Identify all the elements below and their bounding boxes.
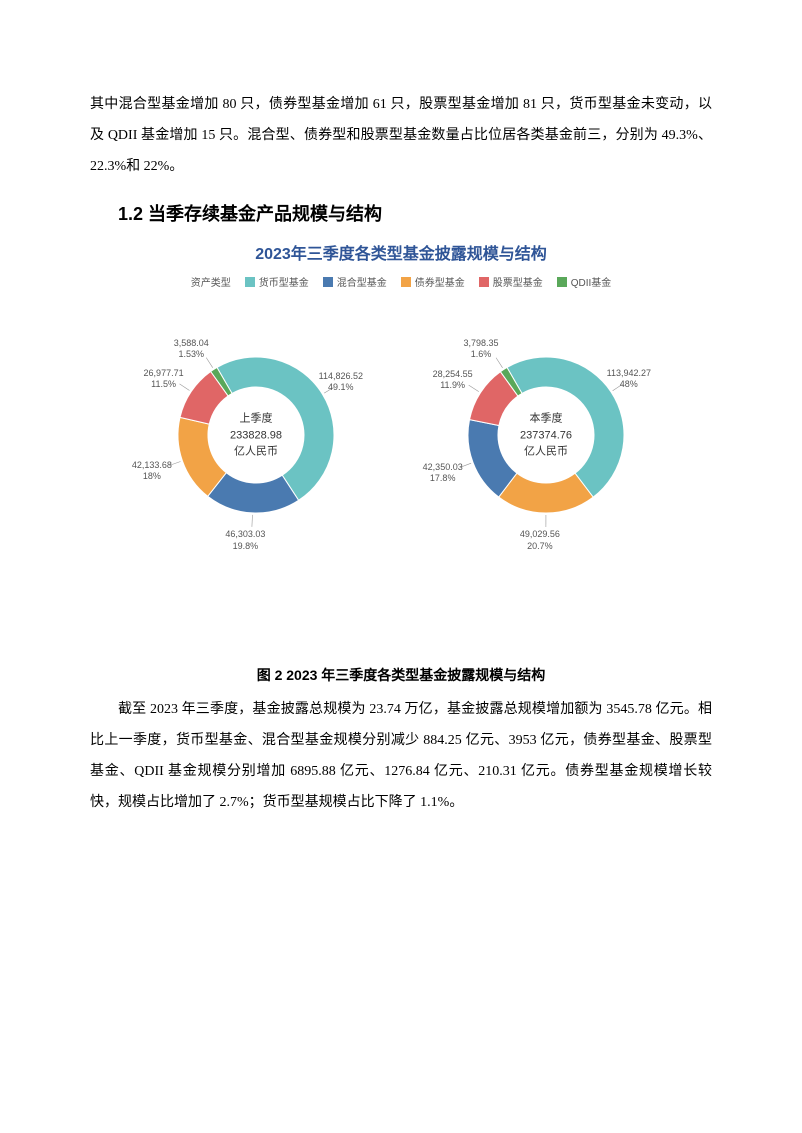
body-paragraph: 截至 2023 年三季度，基金披露总规模为 23.74 万亿，基金披露总规模增加… [90,695,712,818]
legend-item: 债券型基金 [401,274,465,289]
legend-item: 混合型基金 [323,274,387,289]
donut-chart-current-quarter: 本季度 237374.76 亿人民币 113,942.2748% 49,029.5… [416,305,676,565]
intro-paragraph: 其中混合型基金增加 80 只，债券型基金增加 61 只，股票型基金增加 81 只… [90,90,712,182]
legend-item: 股票型基金 [479,274,543,289]
page: 其中混合型基金增加 80 只，债券型基金增加 61 只，股票型基金增加 81 只… [0,0,802,819]
legend-item: 货币型基金 [245,274,309,289]
center-line: 上季度 [230,411,282,428]
donut-charts: 上季度 233828.98 亿人民币 114,826.5249.1% 46,303… [90,305,712,585]
slice-label: 114,826.5249.1% [319,371,363,394]
slice-label: 42,350.0317.8% [423,462,463,485]
chart-title: 2023年三季度各类型基金披露规模与结构 [90,240,712,264]
swatch-icon [323,277,333,287]
chart-legend: 资产类型 货币型基金 混合型基金 债券型基金 股票型基金 QDII基金 [90,274,712,289]
slice-label: 3,798.351.6% [464,338,499,361]
legend-text: 债券型基金 [415,274,465,289]
donut-chart-previous-quarter: 上季度 233828.98 亿人民币 114,826.5249.1% 46,303… [126,305,386,565]
swatch-icon [479,277,489,287]
slice-label: 28,254.5511.9% [433,369,473,392]
legend-text: 股票型基金 [493,274,543,289]
slice-label: 113,942.2748% [607,368,651,391]
legend-text: 货币型基金 [259,274,309,289]
center-line: 237374.76 [520,427,572,444]
legend-label: 资产类型 [191,274,231,289]
donut-center-label: 本季度 237374.76 亿人民币 [520,411,572,461]
donut-center-label: 上季度 233828.98 亿人民币 [230,411,282,461]
slice-label: 42,133.6818% [132,460,172,483]
swatch-icon [557,277,567,287]
center-line: 233828.98 [230,427,282,444]
slice-label: 49,029.5620.7% [520,529,560,552]
slice-label: 46,303.0319.8% [225,529,265,552]
swatch-icon [401,277,411,287]
swatch-icon [245,277,255,287]
figure-caption: 图 2 2023 年三季度各类型基金披露规模与结构 [90,665,712,685]
legend-item: QDII基金 [557,274,612,289]
slice-label: 26,977.7111.5% [144,368,184,391]
section-heading: 1.2 当季存续基金产品规模与结构 [118,200,712,226]
legend-text: QDII基金 [571,274,612,289]
center-line: 亿人民币 [520,444,572,461]
legend-text: 混合型基金 [337,274,387,289]
slice-label: 3,588.041.53% [174,338,209,361]
center-line: 亿人民币 [230,444,282,461]
center-line: 本季度 [520,411,572,428]
